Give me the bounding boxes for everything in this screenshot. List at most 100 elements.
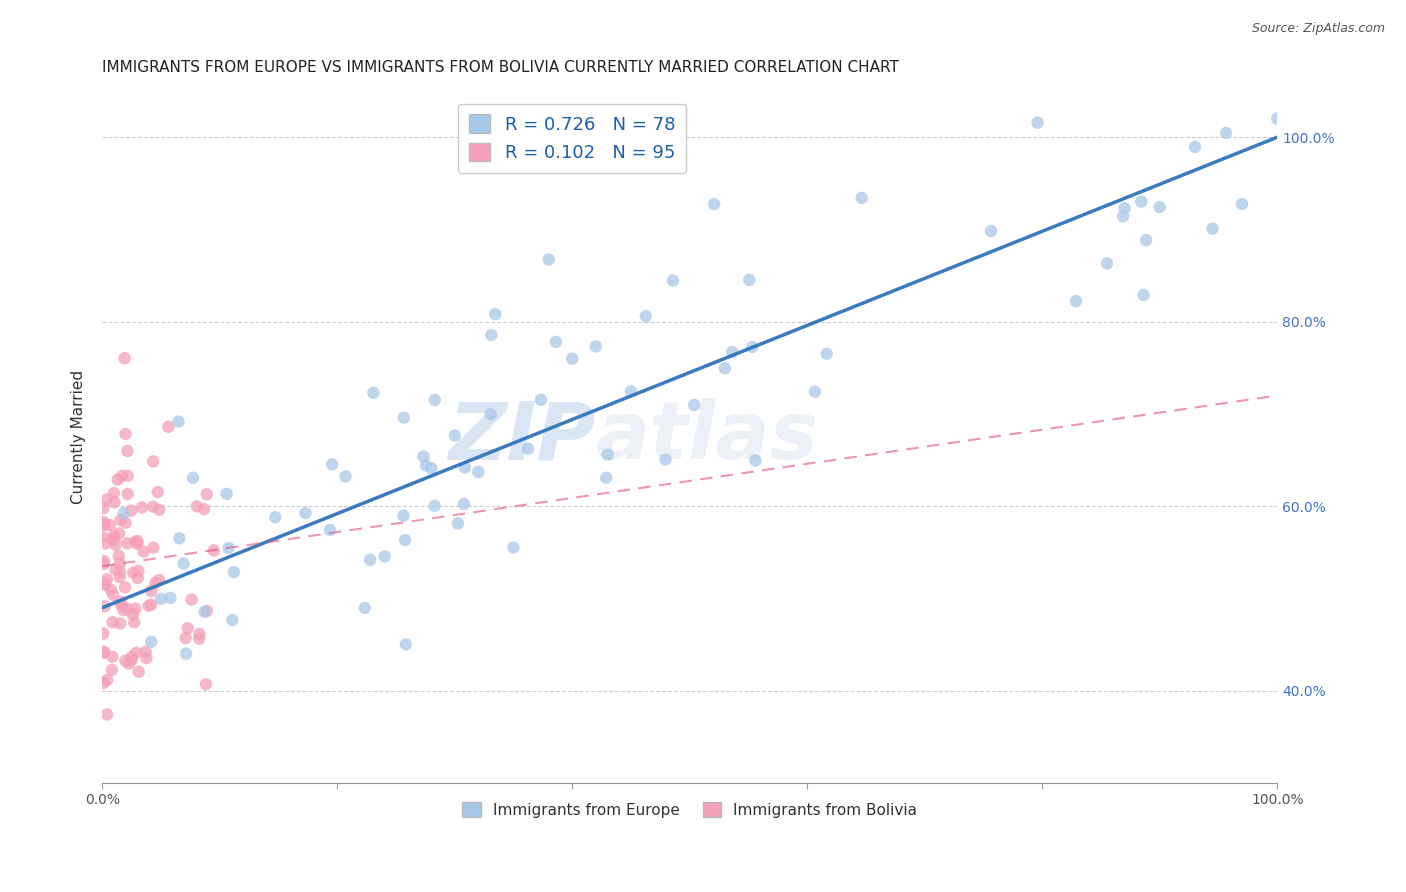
Point xyxy=(93,501,115,516)
Point xyxy=(128,665,150,679)
Point xyxy=(1201,221,1223,235)
Point xyxy=(714,361,737,376)
Point xyxy=(359,552,381,566)
Point xyxy=(93,578,115,592)
Point xyxy=(502,541,524,555)
Point xyxy=(124,534,146,549)
Point xyxy=(131,500,153,515)
Point xyxy=(620,384,643,399)
Point xyxy=(537,252,560,267)
Point xyxy=(108,526,131,541)
Point xyxy=(132,544,155,558)
Point xyxy=(118,657,141,671)
Point xyxy=(195,487,218,501)
Point xyxy=(180,592,202,607)
Point xyxy=(294,506,316,520)
Point xyxy=(117,487,139,501)
Point xyxy=(101,649,124,664)
Point xyxy=(1265,112,1288,126)
Point xyxy=(744,453,766,467)
Point xyxy=(479,408,502,422)
Point xyxy=(517,442,540,456)
Point xyxy=(114,426,136,441)
Point xyxy=(125,646,148,660)
Point xyxy=(101,615,124,629)
Point xyxy=(110,565,132,579)
Point xyxy=(114,580,136,594)
Point xyxy=(176,621,198,635)
Point xyxy=(110,599,132,613)
Y-axis label: Currently Married: Currently Married xyxy=(72,370,86,504)
Point xyxy=(120,503,142,517)
Point xyxy=(188,627,211,641)
Point xyxy=(634,309,657,323)
Point xyxy=(104,563,127,577)
Point xyxy=(148,573,170,587)
Point xyxy=(122,615,145,630)
Point xyxy=(121,650,143,665)
Point xyxy=(392,508,415,523)
Point xyxy=(159,591,181,605)
Point xyxy=(103,495,125,509)
Text: atlas: atlas xyxy=(596,398,818,476)
Point xyxy=(103,532,125,546)
Point xyxy=(93,530,115,544)
Point xyxy=(94,517,117,532)
Text: Source: ZipAtlas.com: Source: ZipAtlas.com xyxy=(1251,22,1385,36)
Point xyxy=(423,392,446,407)
Point xyxy=(143,576,166,591)
Point xyxy=(103,528,125,542)
Point xyxy=(453,497,475,511)
Point xyxy=(415,458,437,473)
Point xyxy=(186,500,208,514)
Point xyxy=(108,557,131,571)
Point xyxy=(96,492,118,507)
Point xyxy=(112,506,135,520)
Point xyxy=(124,601,146,615)
Point xyxy=(443,428,465,442)
Text: IMMIGRANTS FROM EUROPE VS IMMIGRANTS FROM BOLIVIA CURRENTLY MARRIED CORRELATION : IMMIGRANTS FROM EUROPE VS IMMIGRANTS FRO… xyxy=(103,60,898,75)
Point xyxy=(395,637,418,651)
Point xyxy=(101,533,124,547)
Point xyxy=(135,651,157,665)
Point xyxy=(142,454,165,468)
Point xyxy=(1184,140,1206,154)
Point xyxy=(139,598,162,612)
Point xyxy=(150,591,173,606)
Point xyxy=(1114,201,1136,215)
Point xyxy=(222,565,245,579)
Point xyxy=(174,647,197,661)
Point xyxy=(142,500,165,514)
Point xyxy=(544,334,567,349)
Point xyxy=(412,450,434,464)
Point xyxy=(98,518,121,533)
Point xyxy=(654,452,676,467)
Legend: Immigrants from Europe, Immigrants from Bolivia: Immigrants from Europe, Immigrants from … xyxy=(456,796,924,824)
Point xyxy=(423,499,446,513)
Point xyxy=(392,410,415,425)
Point xyxy=(1215,126,1237,140)
Point xyxy=(851,191,873,205)
Point xyxy=(561,351,583,366)
Point xyxy=(96,572,118,586)
Point xyxy=(595,471,617,485)
Point xyxy=(135,645,157,659)
Point xyxy=(738,273,761,287)
Point xyxy=(112,603,135,617)
Point xyxy=(107,549,129,563)
Point xyxy=(218,541,240,555)
Point xyxy=(454,460,477,475)
Point xyxy=(93,626,115,640)
Point xyxy=(980,224,1002,238)
Point xyxy=(93,644,115,658)
Point xyxy=(100,582,122,597)
Point xyxy=(122,566,145,580)
Point xyxy=(110,616,132,631)
Point xyxy=(804,384,827,399)
Point xyxy=(94,517,117,532)
Point xyxy=(585,339,607,353)
Point xyxy=(114,351,136,366)
Point xyxy=(148,503,170,517)
Point xyxy=(127,564,149,578)
Point xyxy=(107,473,129,487)
